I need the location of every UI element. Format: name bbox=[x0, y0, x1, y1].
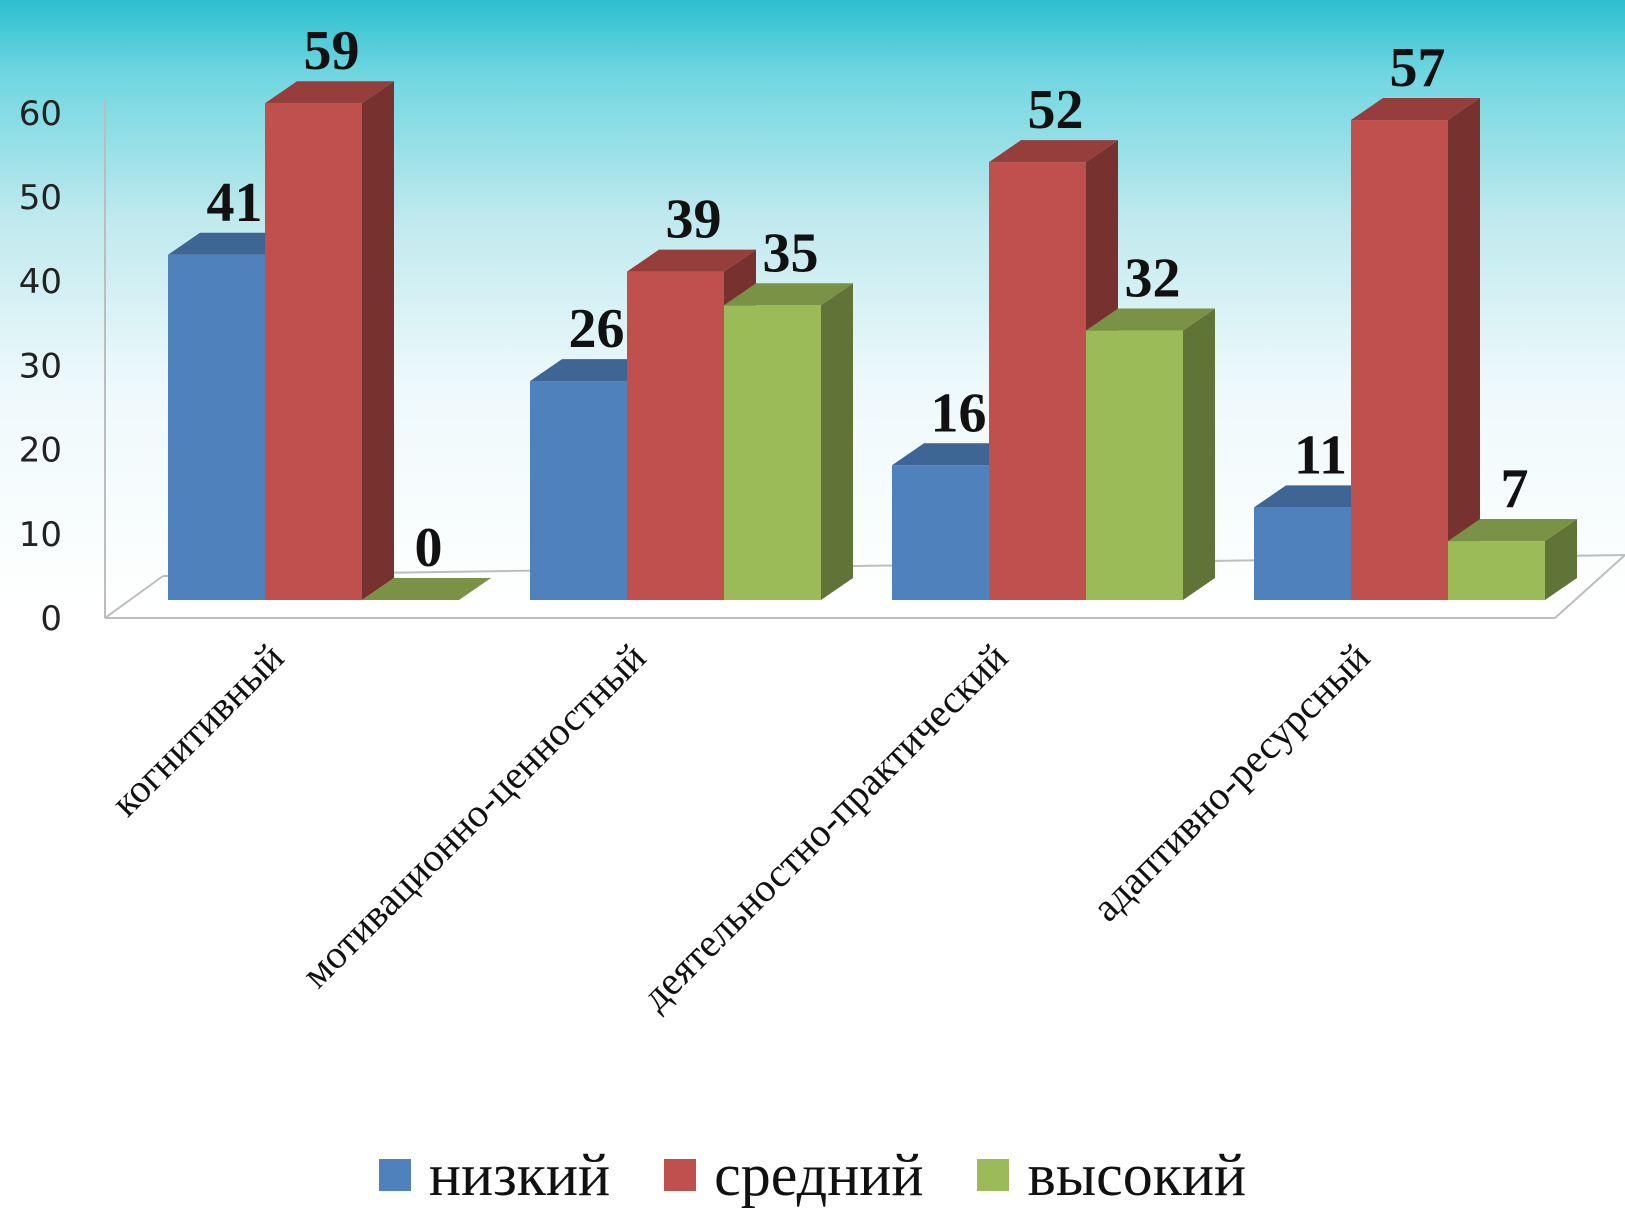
axes: 0 10 20 30 40 50 60 bbox=[19, 94, 1625, 639]
bar-front bbox=[1448, 541, 1545, 600]
bar-top bbox=[627, 249, 756, 272]
data-label: 32 bbox=[1125, 248, 1181, 310]
legend-swatch-high bbox=[977, 1159, 1010, 1191]
y-tick-label: 60 bbox=[19, 94, 62, 134]
y-tick-label: 30 bbox=[19, 346, 62, 386]
bar-front bbox=[892, 465, 989, 600]
bar bbox=[265, 81, 394, 601]
bar bbox=[1448, 519, 1577, 600]
legend-label-high: высокий bbox=[1027, 1142, 1247, 1208]
bar-front bbox=[1351, 120, 1448, 600]
bar-top bbox=[1351, 98, 1480, 121]
bar-top bbox=[1254, 485, 1383, 508]
bar-top bbox=[892, 443, 1021, 466]
data-labels: 41 59 0 26 39 35 16 52 32 11 57 7 bbox=[207, 20, 1529, 579]
data-label: 11 bbox=[1294, 424, 1347, 486]
data-label: 41 bbox=[207, 172, 263, 234]
bar-top bbox=[168, 232, 297, 255]
bar-top bbox=[989, 140, 1118, 163]
data-label: 52 bbox=[1028, 79, 1084, 141]
data-label: 16 bbox=[931, 382, 987, 444]
bar bbox=[362, 578, 491, 600]
data-label: 7 bbox=[1501, 458, 1529, 520]
legend-swatch-medium bbox=[664, 1159, 697, 1191]
data-label: 57 bbox=[1390, 37, 1446, 99]
bar-side bbox=[1448, 98, 1480, 600]
bar-front bbox=[168, 254, 265, 600]
floor-left-edge bbox=[104, 575, 164, 619]
bar-top bbox=[530, 359, 659, 382]
bar-side bbox=[821, 283, 853, 600]
bar-front bbox=[627, 271, 724, 600]
bar-front bbox=[1086, 330, 1183, 600]
bar-front bbox=[1254, 507, 1351, 600]
bars bbox=[168, 81, 1577, 601]
bar bbox=[1086, 308, 1215, 600]
y-tick-label: 0 bbox=[40, 599, 62, 639]
bar-front bbox=[724, 305, 821, 600]
y-tick-label: 10 bbox=[19, 515, 62, 555]
bar-side bbox=[1545, 519, 1577, 600]
bar-side bbox=[362, 81, 394, 601]
bar bbox=[1351, 98, 1480, 600]
data-label: 59 bbox=[304, 20, 360, 82]
legend-item-low: низкий bbox=[378, 1142, 611, 1208]
legend-label-medium: средний bbox=[714, 1142, 924, 1208]
bar-top bbox=[1086, 308, 1215, 331]
bar-front bbox=[530, 381, 627, 600]
floor-right-edge bbox=[1554, 554, 1625, 619]
bar-top bbox=[265, 81, 394, 104]
bar-top bbox=[362, 578, 491, 600]
y-tick-label: 50 bbox=[19, 178, 62, 218]
y-tick-label: 20 bbox=[19, 431, 62, 471]
legend-swatch-low bbox=[378, 1159, 411, 1191]
bar-top bbox=[724, 283, 853, 306]
bar bbox=[724, 283, 853, 600]
bar-front bbox=[989, 162, 1086, 600]
data-label: 39 bbox=[666, 189, 722, 251]
bar-side bbox=[1183, 308, 1215, 600]
bar-front bbox=[265, 103, 362, 600]
legend-item-medium: средний bbox=[664, 1145, 923, 1205]
data-label: 26 bbox=[569, 298, 625, 360]
bar-top bbox=[1448, 519, 1577, 542]
y-tick-label: 40 bbox=[19, 262, 62, 302]
legend-item-high: высокий bbox=[977, 1145, 1246, 1205]
legend: низкий средний высокий bbox=[0, 1140, 1625, 1210]
data-label: 0 bbox=[415, 517, 443, 579]
data-label: 35 bbox=[763, 222, 819, 284]
legend-label-low: низкий bbox=[428, 1142, 611, 1208]
